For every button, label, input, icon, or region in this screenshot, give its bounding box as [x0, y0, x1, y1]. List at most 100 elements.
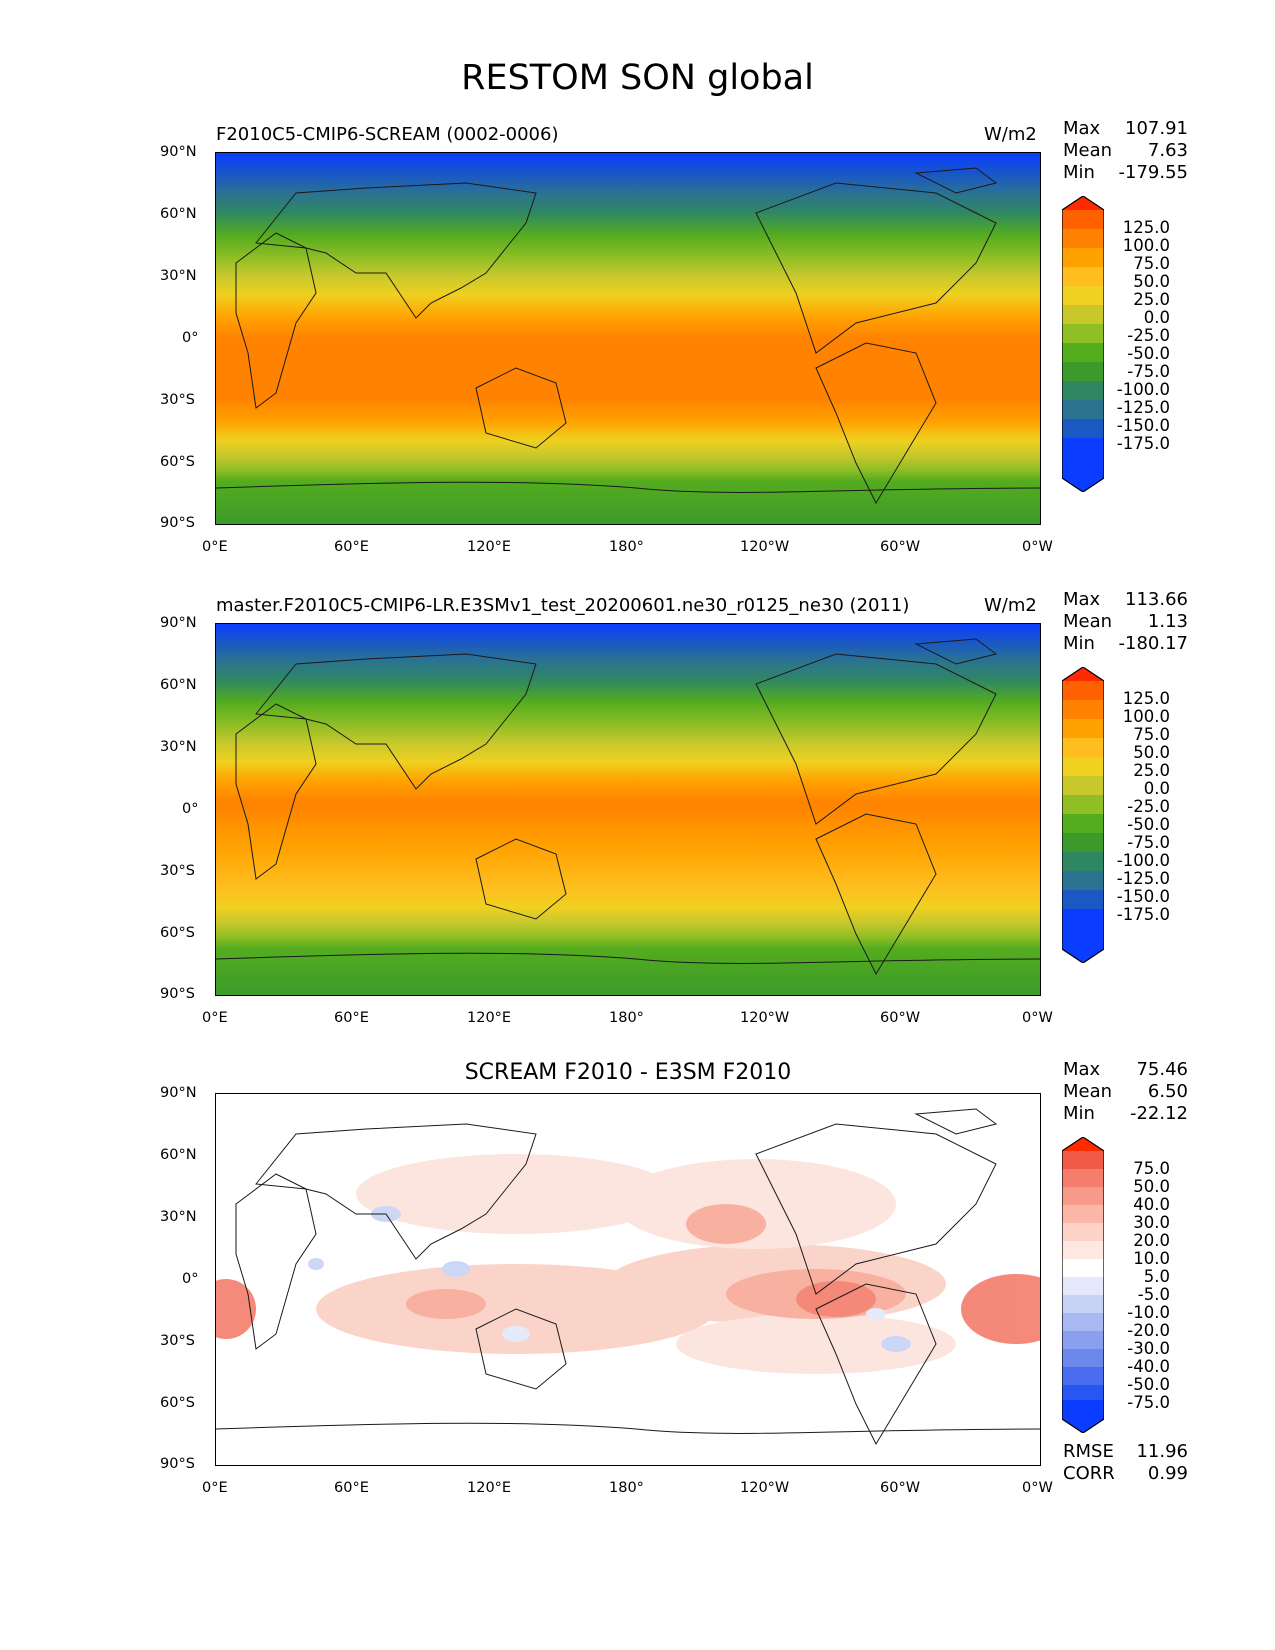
panel-1-lon-tick: 60°W: [880, 539, 921, 555]
panel-3-lat-tick: 60°N: [160, 1147, 197, 1163]
panel-1-lon-tick: 0°W: [1022, 539, 1053, 555]
colorbar-label: 20.0: [1133, 1231, 1170, 1250]
colorbar-label: -25.0: [1127, 326, 1170, 345]
colorbar-label: -10.0: [1127, 1303, 1170, 1322]
panel-2-lon-tick: 0°E: [202, 1010, 228, 1026]
colorbar-label: -5.0: [1137, 1285, 1170, 1304]
colorbar-label: 5.0: [1143, 1267, 1170, 1286]
panel-1-stat-mean-value: 7.63: [1147, 140, 1188, 161]
panel-1-stat-min-value: -179.55: [1118, 162, 1188, 183]
panel-1-lon-tick: 120°W: [740, 539, 790, 555]
panel-1-units: W/m2: [984, 124, 1037, 145]
panel-3-lat-tick: 90°S: [160, 1456, 195, 1472]
panel-3-lon-tick: 60°W: [880, 1480, 921, 1496]
colorbar-label: 100.0: [1122, 236, 1170, 255]
panel-2-lon-tick: 120°W: [740, 1010, 790, 1026]
panel-3-stat-max-value: 75.46: [1136, 1059, 1188, 1080]
colorbar-label: 50.0: [1133, 1177, 1170, 1196]
panel-2-stat-mean-value: 1.13: [1147, 611, 1188, 632]
panel-3-stat-max-label: Max: [1063, 1059, 1101, 1080]
colorbar-label: -125.0: [1116, 398, 1170, 417]
panel-3-lat-tick: 0°: [182, 1271, 199, 1287]
panel-2-stat-min-value: -180.17: [1118, 633, 1188, 654]
panel-2-lat-tick: 90°N: [160, 615, 197, 631]
colorbar-label: -20.0: [1127, 1321, 1170, 1340]
colorbar-label: 10.0: [1133, 1249, 1170, 1268]
colorbar-label: 50.0: [1133, 743, 1170, 762]
panel-2-stat-min-label: Min: [1063, 633, 1095, 654]
panel-3-lon-tick: 120°E: [467, 1480, 512, 1496]
panel-1-stat-max-value: 107.91: [1125, 118, 1188, 139]
colorbar-label: -150.0: [1116, 887, 1170, 906]
colorbar-label: 125.0: [1122, 689, 1170, 708]
panel-1-lat-tick: 60°S: [160, 454, 195, 470]
panel-2-lon-tick: 180°: [609, 1010, 644, 1026]
panel-3-lon-tick: 0°W: [1022, 1480, 1053, 1496]
panel-1-lat-tick: 60°N: [160, 206, 197, 222]
panel-1-stat-max-label: Max: [1063, 118, 1101, 139]
colorbar-label: 0.0: [1143, 779, 1170, 798]
colorbar-label: 75.0: [1133, 725, 1170, 744]
panel-2-lat-tick: 60°N: [160, 677, 197, 693]
panel-1-lat-tick: 30°N: [160, 268, 197, 284]
panel-1-lat-tick: 90°S: [160, 515, 195, 531]
panel-1-colorbar: [1062, 196, 1104, 492]
colorbar-label: 30.0: [1133, 1213, 1170, 1232]
panel-2-stat-max-value: 113.66: [1125, 589, 1188, 610]
panel-2-map: [215, 623, 1041, 996]
panel-3-lon-tick: 120°W: [740, 1480, 790, 1496]
panel-1-lat-tick: 0°: [182, 330, 199, 346]
colorbar-label: -100.0: [1116, 851, 1170, 870]
colorbar-label: -50.0: [1127, 344, 1170, 363]
panel-2-lat-tick: 90°S: [160, 986, 195, 1002]
colorbar-label: -175.0: [1116, 434, 1170, 453]
panel-1-title: F2010C5-CMIP6-SCREAM (0002-0006): [216, 124, 559, 145]
panel-3-lon-tick: 60°E: [334, 1480, 369, 1496]
panel-3-lat-tick: 30°S: [160, 1333, 195, 1349]
panel-3-lat-tick: 60°S: [160, 1395, 195, 1411]
panel-1-stat-mean-label: Mean: [1063, 140, 1113, 161]
panel-3-map: [215, 1093, 1041, 1466]
colorbar-label: -175.0: [1116, 905, 1170, 924]
colorbar-label: 50.0: [1133, 272, 1170, 291]
colorbar-label: -75.0: [1127, 1393, 1170, 1412]
panel-3-lon-tick: 180°: [609, 1480, 644, 1496]
panel-3-lat-tick: 30°N: [160, 1209, 197, 1225]
panel-3-stat-mean-label: Mean: [1063, 1081, 1113, 1102]
panel-2-lat-tick: 0°: [182, 801, 199, 817]
colorbar-label: -25.0: [1127, 797, 1170, 816]
panel-3-corr-label: CORR: [1063, 1463, 1115, 1484]
panel-3-corr-value: 0.99: [1147, 1463, 1188, 1484]
colorbar-label: 100.0: [1122, 707, 1170, 726]
colorbar-label: -40.0: [1127, 1357, 1170, 1376]
panel-2-lon-tick: 0°W: [1022, 1010, 1053, 1026]
colorbar-label: -30.0: [1127, 1339, 1170, 1358]
colorbar-label: 75.0: [1133, 254, 1170, 273]
colorbar-label: -50.0: [1127, 1375, 1170, 1394]
panel-2-lat-tick: 30°N: [160, 739, 197, 755]
panel-2-lon-tick: 60°W: [880, 1010, 921, 1026]
panel-1-map: [215, 152, 1041, 525]
colorbar-label: -125.0: [1116, 869, 1170, 888]
panel-2-lon-tick: 120°E: [467, 1010, 512, 1026]
colorbar-label: -150.0: [1116, 416, 1170, 435]
colorbar-label: -75.0: [1127, 833, 1170, 852]
panel-1-lon-tick: 60°E: [334, 539, 369, 555]
panel-3-stat-min-label: Min: [1063, 1103, 1095, 1124]
panel-3-colorbar: [1062, 1137, 1104, 1433]
panel-1-lat-tick: 30°S: [160, 392, 195, 408]
panel-3-title: SCREAM F2010 - E3SM F2010: [464, 1060, 792, 1085]
panel-1-lon-tick: 0°E: [202, 539, 228, 555]
panel-2-colorbar-labels: 125.0 100.0 75.0 50.0 25.0 0.0 -25.0 -50…: [1098, 690, 1170, 924]
colorbar-label: 125.0: [1122, 218, 1170, 237]
panel-3-rmse-label: RMSE: [1063, 1441, 1114, 1462]
colorbar-label: 25.0: [1133, 290, 1170, 309]
panel-3-colorbar-labels: 75.0 50.0 40.0 30.0 20.0 10.0 5.0 -5.0 -…: [1098, 1160, 1170, 1412]
figure-title: RESTOM SON global: [461, 58, 814, 98]
panel-2-lon-tick: 60°E: [334, 1010, 369, 1026]
colorbar-label: 75.0: [1133, 1159, 1170, 1178]
colorbar-label: -75.0: [1127, 362, 1170, 381]
panel-2-stat-mean-label: Mean: [1063, 611, 1113, 632]
panel-3-lon-tick: 0°E: [202, 1480, 228, 1496]
panel-2-units: W/m2: [984, 595, 1037, 616]
